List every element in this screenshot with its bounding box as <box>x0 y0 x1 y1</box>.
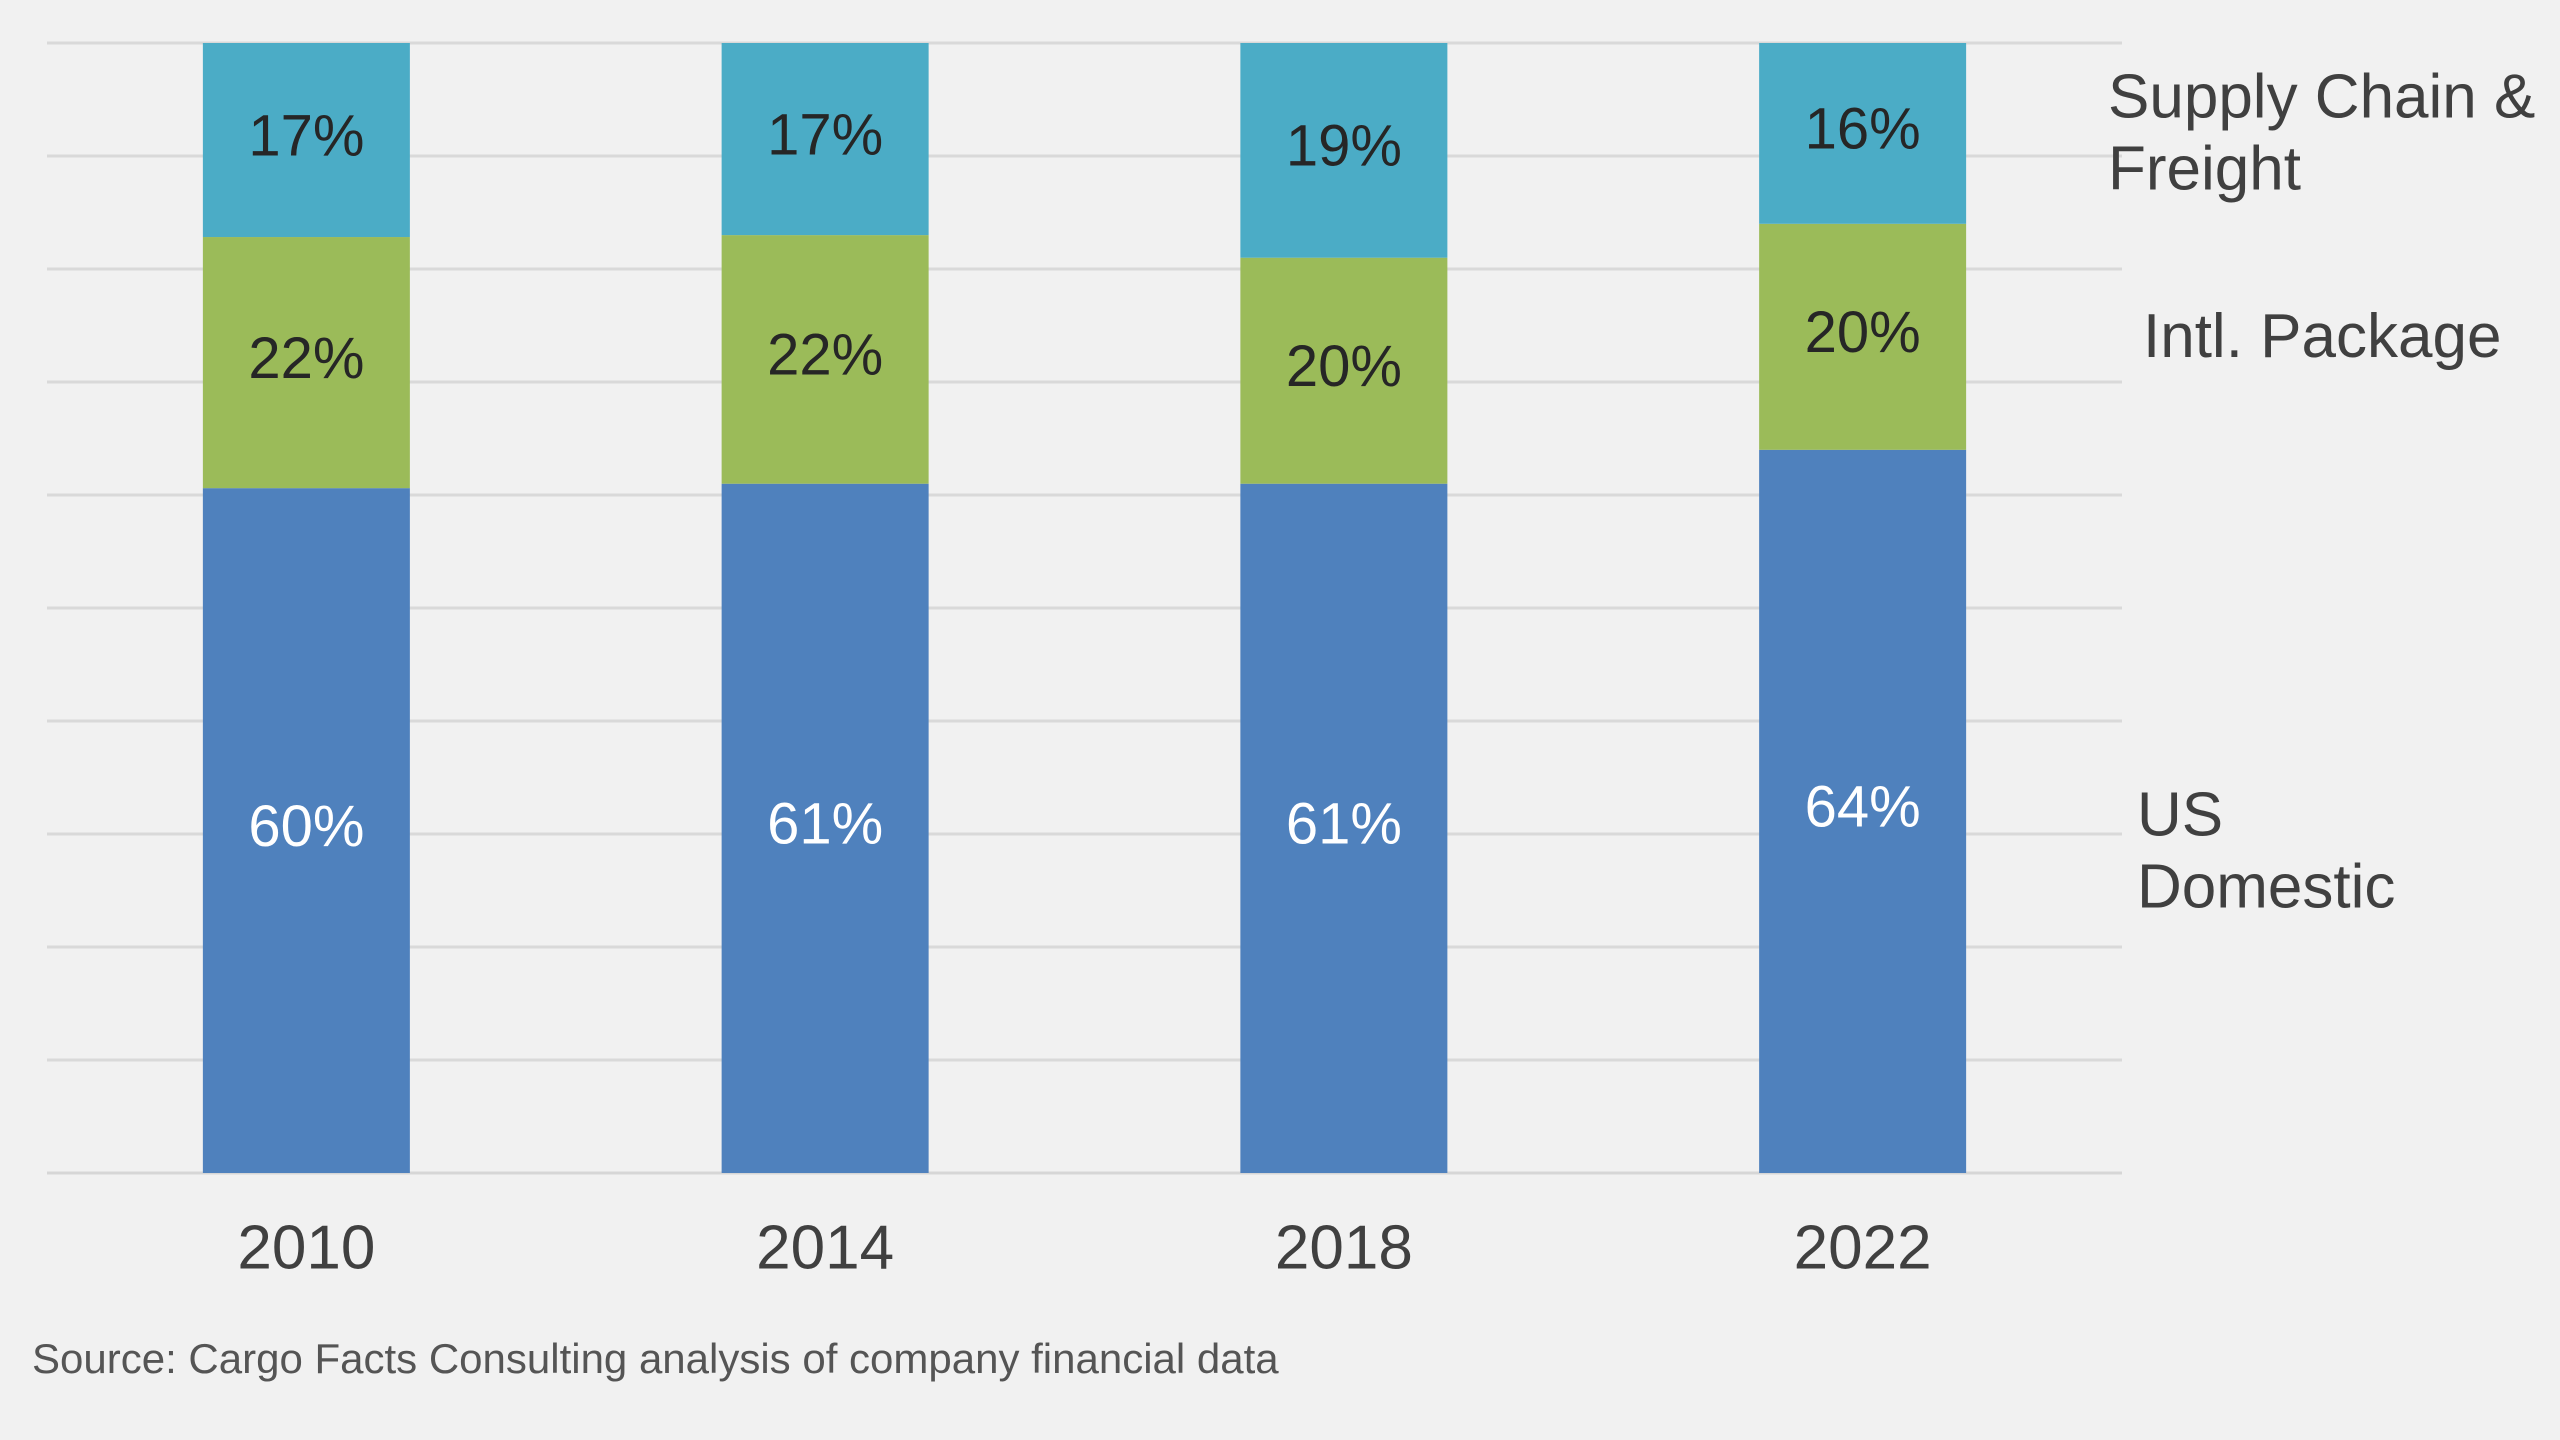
bar-segment <box>721 483 929 1173</box>
data-label: 60% <box>248 794 364 859</box>
bar-segment <box>202 43 410 238</box>
x-tick-label: 2018 <box>1275 1213 1413 1282</box>
bar-segment <box>202 488 410 1174</box>
x-tick-label: 2022 <box>1794 1213 1932 1282</box>
data-label: 17% <box>248 103 364 168</box>
bar-segment <box>1240 257 1448 484</box>
data-label: 64% <box>1805 775 1921 840</box>
bar-segment <box>1240 483 1448 1173</box>
bar-segment <box>1759 223 1967 450</box>
data-label: 17% <box>767 102 883 167</box>
legend-label-line: US <box>2137 780 2223 849</box>
x-tick-label: 2010 <box>237 1213 375 1282</box>
bars: 60% 22% 17% 61% 22% 17% 61% 20% 19% 64% 20% 16% <box>202 43 1967 1174</box>
legend-label: Supply Chain & Freight <box>2108 62 2535 203</box>
legend-label-line: Freight <box>2108 134 2301 203</box>
bar-segment <box>1759 449 1967 1173</box>
x-axis-labels: 2010 2014 2018 2022 <box>237 1213 1931 1282</box>
data-label: 22% <box>248 326 364 391</box>
bar-segment <box>202 237 410 489</box>
legend-label-line: Supply Chain & <box>2108 62 2535 131</box>
data-label: 19% <box>1286 114 1402 179</box>
bar-segment <box>721 43 929 236</box>
legend: Supply Chain & Freight Intl. Package US Dome… <box>2108 62 2535 921</box>
bar-segment <box>1240 43 1448 258</box>
data-label: 20% <box>1286 334 1402 399</box>
bar-segment <box>721 235 929 484</box>
legend-label-line: Domestic <box>2137 852 2395 921</box>
data-label: 61% <box>767 792 883 857</box>
bar-segment <box>1759 43 1967 224</box>
data-label: 20% <box>1805 300 1921 365</box>
x-tick-label: 2014 <box>756 1213 894 1282</box>
data-label: 61% <box>1286 792 1402 857</box>
legend-label: Intl. Package <box>2143 302 2501 371</box>
source-note: Source: Cargo Facts Consulting analysis … <box>32 1335 1279 1382</box>
legend-label: US Domestic <box>2137 780 2395 921</box>
data-label: 16% <box>1805 97 1921 162</box>
data-label: 22% <box>767 323 883 388</box>
legend-label-line: Intl. Package <box>2143 302 2501 371</box>
